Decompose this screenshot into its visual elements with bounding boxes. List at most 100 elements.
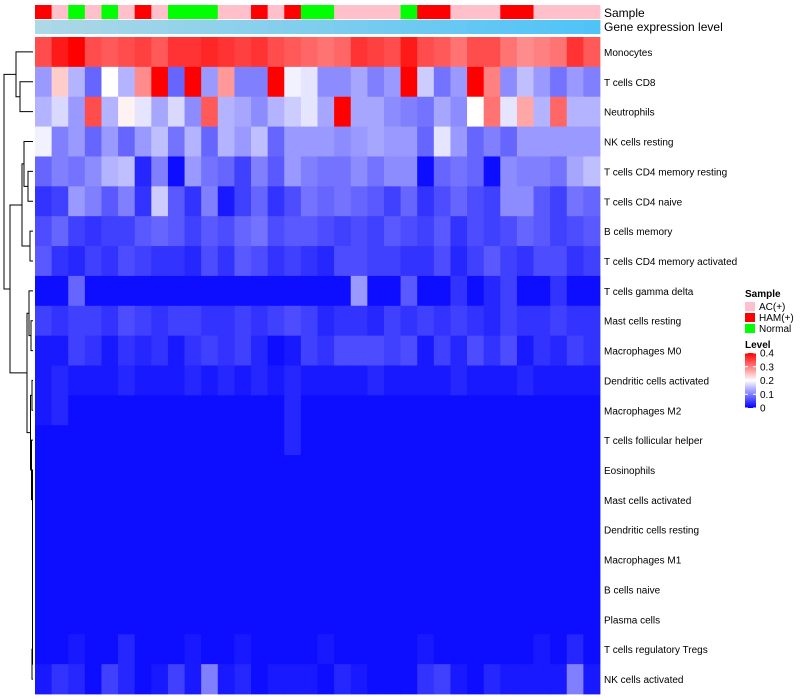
heatmap-cell [234, 484, 252, 516]
heatmap-cell [134, 275, 152, 307]
heatmap-cell [500, 66, 518, 98]
heatmap-cell [533, 664, 551, 695]
heatmap-cell [35, 186, 53, 217]
heatmap-cell [483, 425, 501, 456]
heatmap-cell [217, 246, 235, 277]
heatmap-cell [35, 96, 53, 127]
heatmap-cell [450, 335, 468, 366]
heatmap-cell [483, 664, 501, 695]
heatmap-cell [184, 604, 202, 635]
heatmap-cell [51, 275, 69, 307]
heatmap-cell [151, 275, 169, 307]
heatmap-cell [201, 514, 219, 546]
heatmap-cell [433, 246, 451, 277]
heatmap-cell [101, 216, 119, 247]
heatmap-cell [533, 455, 551, 486]
expression-annotation-cell [383, 20, 401, 34]
heatmap-cell [367, 335, 385, 366]
expression-annotation-cell [134, 20, 152, 34]
heatmap-cell [367, 634, 385, 665]
heatmap-cell [533, 246, 551, 277]
heatmap-cell [251, 186, 269, 217]
heatmap-cell [317, 305, 335, 337]
heatmap-cell [450, 574, 468, 605]
heatmap-cell [500, 216, 518, 247]
heatmap-cell [251, 455, 269, 486]
heatmap-cell [367, 664, 385, 695]
heatmap-cell [483, 604, 501, 635]
heatmap-cell [566, 246, 584, 277]
heatmap-cell [101, 156, 119, 187]
dendrogram-branch [30, 320, 33, 352]
heatmap-cell [217, 365, 235, 396]
heatmap-cell [583, 365, 601, 396]
heatmap-cell [417, 664, 435, 695]
heatmap-cell [118, 216, 136, 247]
heatmap-cell [167, 604, 185, 635]
heatmap-cell [284, 156, 302, 187]
heatmap-cell [201, 186, 219, 217]
expression-annotation-cell [68, 20, 86, 34]
heatmap-cell [68, 66, 86, 98]
heatmap-cell [184, 126, 202, 157]
heatmap-cell [350, 335, 368, 366]
heatmap-cell [35, 425, 53, 456]
heatmap-cell [184, 275, 202, 307]
heatmap-cell [251, 425, 269, 456]
row-label: Macrophages M0 [604, 347, 682, 358]
heatmap-cell [234, 246, 252, 277]
heatmap-cells [35, 37, 601, 695]
heatmap-cell [184, 156, 202, 187]
sample-annotation-cell [184, 5, 202, 19]
heatmap-cell [118, 455, 136, 486]
heatmap-cell [300, 66, 318, 98]
heatmap-cell [350, 126, 368, 157]
heatmap-cell [167, 126, 185, 157]
heatmap-cell [101, 275, 119, 307]
heatmap-cell [550, 664, 568, 695]
heatmap-cell [583, 66, 601, 98]
heatmap-cell [284, 126, 302, 157]
expression-annotation-cell [51, 20, 69, 34]
row-label: Monocytes [604, 48, 652, 59]
heatmap-cell [334, 305, 352, 337]
sample-annotation-cell [251, 5, 269, 19]
heatmap-cell [101, 574, 119, 605]
heatmap-cell [334, 246, 352, 277]
heatmap-cell [251, 514, 269, 546]
heatmap-cell [550, 156, 568, 187]
heatmap-cell [68, 126, 86, 157]
heatmap-cell [35, 305, 53, 337]
heatmap-cell [251, 484, 269, 516]
expression-annotation-cell [151, 20, 169, 34]
heatmap-cell [251, 246, 269, 277]
heatmap-cell [184, 365, 202, 396]
expression-annotation-cell [201, 20, 219, 34]
heatmap-cell [400, 484, 418, 516]
heatmap-cell [417, 604, 435, 635]
heatmap-cell [251, 574, 269, 605]
heatmap-cell [134, 425, 152, 456]
heatmap-cell [184, 216, 202, 247]
heatmap-cell [167, 484, 185, 516]
heatmap-cell [84, 37, 102, 68]
heatmap-cell [467, 395, 485, 426]
heatmap-cell [450, 275, 468, 307]
heatmap-cell [550, 66, 568, 98]
heatmap-cell [516, 484, 534, 516]
heatmap-cell [84, 634, 102, 665]
heatmap-cell [334, 574, 352, 605]
heatmap-cell [267, 335, 285, 366]
heatmap-cell [217, 305, 235, 337]
heatmap-cell [367, 395, 385, 426]
heatmap-cell [350, 365, 368, 396]
heatmap-cell [467, 335, 485, 366]
heatmap-cell [284, 335, 302, 366]
expression-annotation-cell [118, 20, 136, 34]
heatmap-cell [300, 484, 318, 516]
expression-annotation-cell [251, 20, 269, 34]
dendrogram-branch [32, 469, 33, 530]
sample-annotation-cell [533, 5, 551, 19]
row-dendrogram [3, 51, 33, 680]
heatmap-cell [400, 186, 418, 217]
